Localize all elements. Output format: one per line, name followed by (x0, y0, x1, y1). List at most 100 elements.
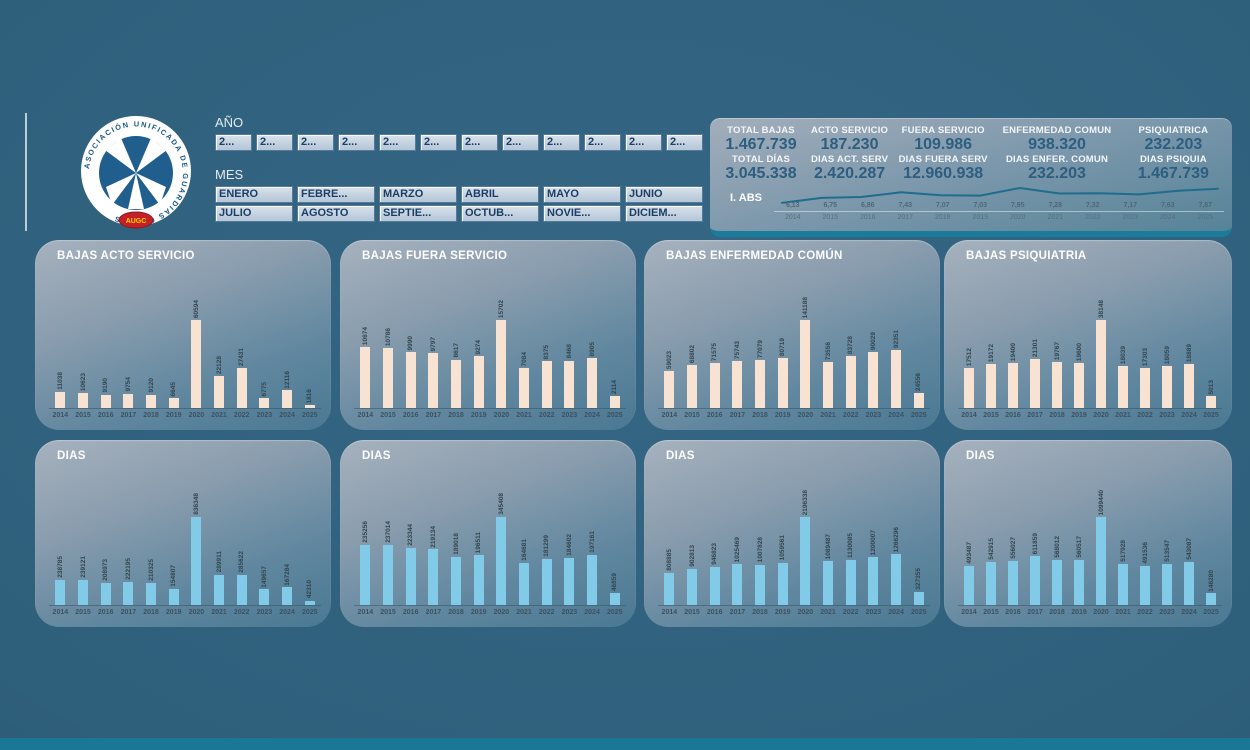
year-button[interactable]: 2... (461, 134, 498, 151)
bar[interactable] (428, 549, 439, 605)
bar[interactable] (304, 405, 315, 408)
bar[interactable] (259, 398, 270, 408)
bar[interactable] (845, 355, 856, 408)
year-button[interactable]: 2... (256, 134, 293, 151)
bar[interactable] (709, 363, 720, 408)
bar[interactable] (383, 544, 393, 605)
bar[interactable] (823, 561, 834, 605)
bar[interactable] (1074, 362, 1084, 408)
month-button[interactable]: AGOSTO (297, 205, 375, 222)
bar[interactable] (191, 320, 202, 408)
bar[interactable] (687, 365, 697, 408)
bar[interactable] (55, 392, 66, 408)
bar[interactable] (496, 517, 507, 605)
bar[interactable] (496, 320, 507, 408)
bar[interactable] (800, 517, 811, 605)
bar[interactable] (123, 393, 134, 408)
bar[interactable] (55, 579, 66, 605)
bar[interactable] (868, 351, 879, 408)
bar[interactable] (1030, 358, 1040, 408)
month-button[interactable]: MARZO (379, 186, 457, 203)
bar[interactable] (986, 561, 996, 605)
bar[interactable] (451, 556, 462, 605)
bar[interactable] (304, 600, 315, 605)
bar[interactable] (191, 517, 202, 605)
bar[interactable] (1140, 565, 1150, 605)
bar[interactable] (732, 360, 743, 408)
month-button[interactable]: ENERO (215, 186, 293, 203)
bar[interactable] (236, 574, 247, 605)
bar[interactable] (1096, 320, 1106, 408)
bar[interactable] (755, 360, 766, 408)
bar[interactable] (868, 556, 879, 605)
bar[interactable] (236, 368, 247, 408)
year-button[interactable]: 2... (543, 134, 580, 151)
year-button[interactable]: 2... (584, 134, 621, 151)
bar[interactable] (1096, 517, 1106, 605)
month-button[interactable]: NOVIE... (543, 205, 621, 222)
bar[interactable] (986, 363, 996, 408)
bar[interactable] (687, 568, 697, 605)
bar[interactable] (541, 558, 552, 605)
bar[interactable] (1030, 556, 1040, 605)
bar[interactable] (964, 367, 974, 408)
bar[interactable] (360, 545, 371, 605)
bar[interactable] (146, 582, 157, 605)
bar[interactable] (913, 591, 924, 605)
bar[interactable] (609, 593, 620, 605)
month-button[interactable]: JULIO (215, 205, 293, 222)
bar[interactable] (1052, 362, 1062, 408)
bar[interactable] (282, 587, 293, 605)
bar[interactable] (473, 554, 484, 605)
bar[interactable] (800, 320, 811, 408)
bar[interactable] (168, 398, 179, 408)
bar[interactable] (405, 352, 416, 408)
bar[interactable] (78, 392, 88, 408)
bar[interactable] (519, 368, 530, 408)
bar[interactable] (123, 581, 134, 605)
month-button[interactable]: MAYO (543, 186, 621, 203)
bar[interactable] (564, 360, 575, 408)
bar[interactable] (1206, 396, 1216, 408)
bar[interactable] (214, 574, 225, 605)
bar[interactable] (1184, 364, 1194, 408)
month-button[interactable]: DICIEM... (625, 205, 703, 222)
bar[interactable] (1118, 366, 1128, 408)
kpi-card[interactable]: TOTAL BAJAS 1.467.739 TOTAL DÍAS 3.045.338 (718, 125, 804, 182)
bar[interactable] (100, 394, 111, 408)
bar[interactable] (214, 375, 225, 408)
bar[interactable] (1184, 561, 1194, 605)
bar[interactable] (405, 548, 416, 605)
bar[interactable] (473, 356, 484, 408)
bar[interactable] (1074, 560, 1084, 605)
bar[interactable] (1140, 368, 1150, 408)
bar[interactable] (259, 589, 270, 605)
month-button[interactable]: OCTUB... (461, 205, 539, 222)
month-button[interactable]: JUNIO (625, 186, 703, 203)
bar[interactable] (451, 359, 462, 408)
year-button[interactable]: 2... (420, 134, 457, 151)
bar[interactable] (564, 558, 575, 605)
month-button[interactable]: ABRIL (461, 186, 539, 203)
year-button[interactable]: 2... (625, 134, 662, 151)
bar[interactable] (664, 371, 675, 408)
year-button[interactable]: 2... (379, 134, 416, 151)
bar[interactable] (383, 347, 393, 408)
bar[interactable] (428, 353, 439, 408)
bar[interactable] (282, 390, 293, 408)
bar[interactable] (519, 563, 530, 605)
bar[interactable] (360, 347, 371, 408)
bar[interactable] (777, 357, 788, 408)
bar[interactable] (1162, 366, 1172, 408)
bar[interactable] (891, 350, 902, 408)
bar[interactable] (777, 562, 788, 605)
bar[interactable] (587, 554, 598, 605)
year-button[interactable]: 2... (297, 134, 334, 151)
year-button[interactable]: 2... (215, 134, 252, 151)
bar[interactable] (609, 396, 620, 408)
bar[interactable] (78, 579, 88, 605)
bar[interactable] (845, 559, 856, 605)
bar[interactable] (1162, 563, 1172, 605)
month-button[interactable]: FEBRE... (297, 186, 375, 203)
year-button[interactable]: 2... (666, 134, 703, 151)
